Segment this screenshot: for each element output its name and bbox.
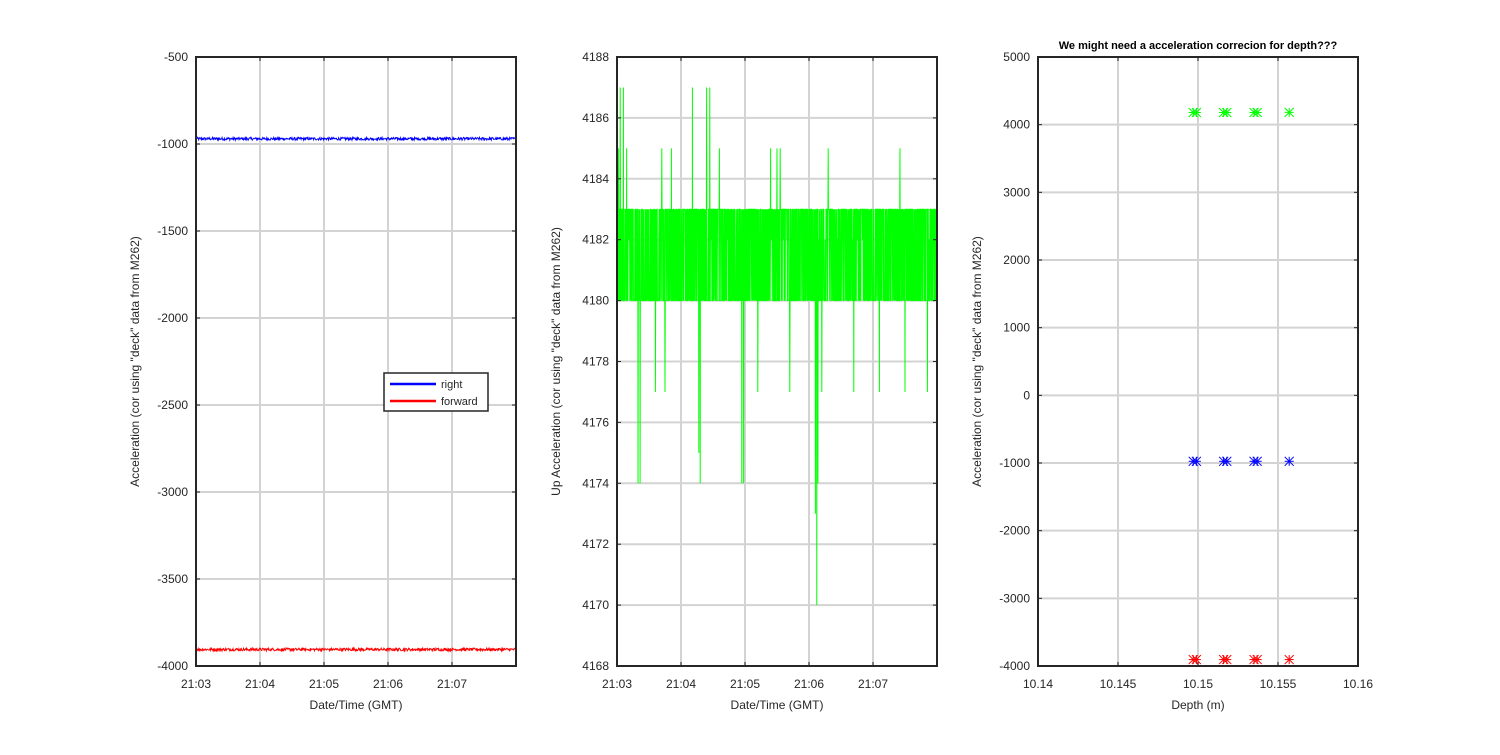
scatter-point — [1284, 654, 1295, 665]
legend-label-forward: forward — [441, 396, 478, 408]
series-line-right — [195, 135, 517, 143]
legend-label-right: right — [441, 379, 462, 391]
y-tick-label: 4174 — [582, 476, 609, 490]
x-tick-label: 21:07 — [858, 677, 888, 691]
scatter-series — [1188, 654, 1295, 665]
y-tick-label: -1000 — [999, 456, 1030, 470]
scatter-point — [1221, 107, 1232, 118]
scatter-point — [1284, 107, 1295, 118]
right-chart-panel: 10.14 10.145 10.15 10.155 10.16 5000 4000 3000 2… — [970, 40, 1373, 712]
y-tick-label: 5000 — [1003, 50, 1030, 64]
y-tick-label: 0 — [1023, 388, 1030, 402]
middle-chart-panel: 21:03 21:04 21:05 21:06 21:07 4188 4186 4184 418… — [549, 50, 938, 712]
scatter-point — [1284, 456, 1295, 467]
y-tick-label: -4000 — [999, 659, 1030, 673]
x-tick-label: 21:04 — [666, 677, 696, 691]
scatter-series — [1188, 456, 1295, 467]
x-axis-label: Date/Time (GMT) — [310, 698, 403, 712]
y-tick-label: -1500 — [157, 224, 188, 238]
x-tick-label: 10.14 — [1023, 677, 1053, 691]
y-tick-label: -2000 — [999, 524, 1030, 538]
y-tick-label: 4184 — [582, 172, 609, 186]
y-tick-label: 4168 — [582, 659, 609, 673]
scatter-point — [1252, 654, 1263, 665]
y-tick-label: -2000 — [157, 311, 188, 325]
y-tick-label: 4000 — [1003, 118, 1030, 132]
x-tick-label: 21:04 — [245, 677, 275, 691]
scatter-series — [1188, 107, 1295, 118]
y-axis-label: Up Acceleration (cor using "deck" data f… — [549, 227, 563, 496]
y-tick-label: 1000 — [1003, 321, 1030, 335]
y-axis-label: Acceleration (cor using "deck" data from… — [128, 236, 142, 487]
y-tick-label: 2000 — [1003, 253, 1030, 267]
y-tick-label: 4178 — [582, 355, 609, 369]
y-tick-label: 4170 — [582, 598, 609, 612]
x-tick-label: 21:06 — [794, 677, 824, 691]
x-tick-label: 10.15 — [1183, 677, 1213, 691]
y-tick-label: -3000 — [157, 485, 188, 499]
y-tick-label: 4186 — [582, 111, 609, 125]
scatter-point — [1252, 107, 1263, 118]
scatter-point — [1191, 107, 1202, 118]
x-tick-label: 21:07 — [437, 677, 467, 691]
x-tick-label: 21:03 — [181, 677, 211, 691]
x-tick-label: 21:05 — [309, 677, 339, 691]
y-tick-label: 4188 — [582, 50, 609, 64]
axes-box — [195, 56, 517, 667]
scatter-point — [1191, 654, 1202, 665]
y-tick-label: -3500 — [157, 572, 188, 586]
x-tick-label: 21:05 — [730, 677, 760, 691]
y-tick-label: 4182 — [582, 233, 609, 247]
y-tick-label: 4172 — [582, 537, 609, 551]
y-tick-label: 4176 — [582, 415, 609, 429]
y-tick-label: -500 — [164, 50, 188, 64]
x-tick-label: 10.16 — [1343, 677, 1373, 691]
chart-title: We might need a acceleration correcion f… — [1059, 40, 1338, 52]
y-tick-label: -2500 — [157, 398, 188, 412]
x-tick-label: 21:03 — [602, 677, 632, 691]
x-tick-label: 10.145 — [1100, 677, 1137, 691]
x-tick-label: 10.155 — [1260, 677, 1297, 691]
scatter-point — [1221, 456, 1232, 467]
scatter-point — [1221, 654, 1232, 665]
series-line-up — [616, 87, 938, 606]
legend-box — [383, 372, 489, 412]
y-tick-label: -3000 — [999, 591, 1030, 605]
y-axis-label: Acceleration (cor using "deck" data from… — [970, 236, 984, 487]
scatter-point — [1252, 456, 1263, 467]
y-tick-label: -4000 — [157, 659, 188, 673]
x-axis-label: Depth (m) — [1171, 698, 1224, 712]
x-tick-label: 21:06 — [373, 677, 403, 691]
legend: right forward — [383, 372, 489, 412]
y-tick-label: 3000 — [1003, 185, 1030, 199]
scatter-point — [1191, 456, 1202, 467]
series-line-forward — [195, 646, 517, 653]
y-tick-label: -1000 — [157, 137, 188, 151]
y-tick-label: 4180 — [582, 294, 609, 308]
left-chart-panel: 21:03 21:04 21:05 21:06 21:07 -500 -1000 -1500 -… — [128, 50, 517, 712]
x-axis-label: Date/Time (GMT) — [731, 698, 824, 712]
